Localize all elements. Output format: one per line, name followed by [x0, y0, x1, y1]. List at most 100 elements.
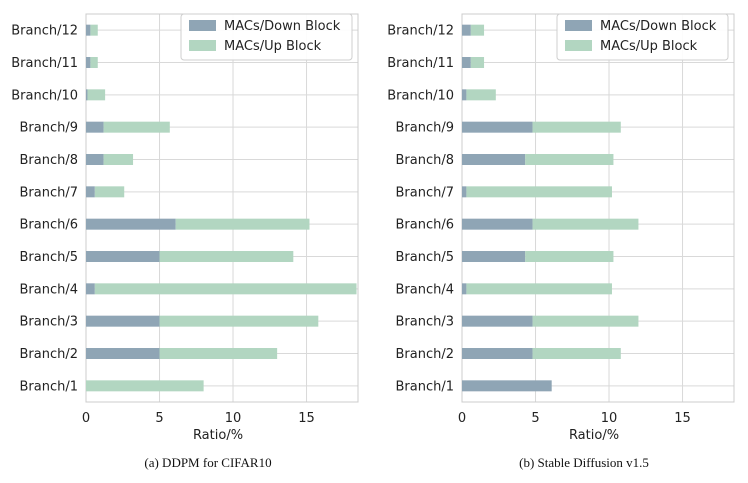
bar-down-block [86, 218, 176, 230]
x-tick-label: 0 [82, 411, 90, 426]
y-tick-label: Branch/5 [395, 250, 454, 265]
y-tick-label: Branch/2 [19, 347, 78, 362]
y-tick-label: Branch/2 [395, 347, 454, 362]
bar-down-block [86, 154, 104, 165]
chart-panel-b: Branch/12Branch/11Branch/10Branch/9Branc… [387, 13, 735, 470]
plot-frame [461, 13, 735, 403]
bar-down-block [462, 283, 467, 295]
y-tick-label: Branch/6 [395, 218, 454, 233]
y-tick-label: Branch/9 [395, 121, 454, 136]
bar-down-block [462, 154, 526, 165]
bar-down-block [462, 218, 533, 230]
legend-label: MACs/Up Block [224, 39, 322, 54]
x-tick-label: 15 [298, 411, 315, 426]
x-tick-label: 15 [674, 411, 691, 426]
bar-up-block [466, 89, 496, 101]
y-tick-label: Branch/1 [19, 379, 78, 394]
legend-swatch [189, 20, 216, 31]
y-tick-label: Branch/3 [395, 315, 454, 330]
bar-up-block [159, 315, 319, 327]
legend: MACs/Down Block MACs/Up Block [556, 13, 729, 61]
bar-up-block [470, 57, 485, 68]
bar-up-block [103, 121, 170, 133]
bar-up-block [90, 57, 98, 68]
bar-up-block [159, 348, 278, 359]
bar-up-block [94, 186, 125, 198]
bar-up-block [470, 24, 485, 36]
legend-label: MACs/Down Block [600, 19, 717, 34]
bar-up-block [532, 121, 621, 133]
x-tick-label: 10 [601, 411, 618, 426]
bar-up-block [532, 348, 621, 359]
bar-up-block [159, 251, 294, 262]
bar-down-block [86, 57, 91, 68]
bar-up-block [90, 24, 98, 36]
legend-swatch [565, 40, 592, 51]
x-tick-label: 5 [531, 411, 539, 426]
y-tick-label: Branch/6 [19, 218, 78, 233]
y-tick-label: Branch/9 [19, 121, 78, 136]
bar-down-block [462, 348, 533, 359]
bar-up-block [103, 154, 134, 165]
y-tick-label: Branch/11 [11, 56, 78, 71]
bar-down-block [86, 348, 160, 359]
panel-caption: (b) Stable Diffusion v1.5 [519, 455, 649, 470]
bar-down-block [462, 24, 471, 36]
bar-down-block [86, 251, 160, 262]
y-tick-label: Branch/10 [387, 88, 454, 103]
x-tick-label: 0 [458, 411, 466, 426]
x-axis-label: Ratio/% [193, 428, 243, 443]
bar-down-block [86, 186, 95, 198]
bar-up-block [86, 380, 204, 392]
bar-down-block [86, 121, 104, 133]
y-tick-label: Branch/1 [395, 379, 454, 394]
bar-down-block [462, 186, 467, 198]
y-tick-label: Branch/7 [395, 185, 454, 200]
bar-up-block [94, 283, 357, 295]
chart-panel-a: Branch/12Branch/11Branch/10Branch/9Branc… [11, 13, 359, 470]
panel-caption: (a) DDPM for CIFAR10 [144, 455, 271, 470]
legend-label: MACs/Down Block [224, 19, 341, 34]
bar-down-block [462, 315, 533, 327]
bar-up-block [175, 218, 310, 230]
legend-box [180, 13, 353, 61]
y-tick-label: Branch/5 [19, 250, 78, 265]
bar-up-block [525, 251, 614, 262]
legend-box [556, 13, 729, 61]
bar-up-block [466, 283, 612, 295]
bar-down-block [462, 251, 526, 262]
legend-label: MACs/Up Block [600, 39, 698, 54]
bar-up-block [532, 218, 639, 230]
y-tick-label: Branch/12 [387, 24, 454, 39]
y-tick-label: Branch/3 [19, 315, 78, 330]
bar-down-block [86, 89, 88, 101]
bar-up-block [87, 89, 106, 101]
y-tick-label: Branch/12 [11, 24, 78, 39]
y-tick-label: Branch/11 [387, 56, 454, 71]
legend: MACs/Down Block MACs/Up Block [180, 13, 353, 61]
y-tick-label: Branch/4 [395, 282, 454, 297]
x-tick-label: 5 [155, 411, 163, 426]
legend-swatch [565, 20, 592, 31]
bar-up-block [525, 154, 614, 165]
bar-down-block [462, 380, 552, 392]
y-tick-label: Branch/4 [19, 282, 78, 297]
bar-down-block [86, 315, 160, 327]
bar-down-block [86, 283, 95, 295]
bar-down-block [86, 24, 91, 36]
bar-up-block [466, 186, 612, 198]
bar-down-block [462, 57, 471, 68]
x-axis-label: Ratio/% [569, 428, 619, 443]
y-tick-label: Branch/10 [11, 88, 78, 103]
plot-frame [85, 13, 359, 403]
legend-swatch [189, 40, 216, 51]
y-tick-label: Branch/8 [19, 153, 78, 168]
x-tick-label: 10 [225, 411, 242, 426]
bar-up-block [532, 315, 639, 327]
y-tick-label: Branch/7 [19, 185, 78, 200]
bar-down-block [462, 121, 533, 133]
y-tick-label: Branch/8 [395, 153, 454, 168]
bar-down-block [462, 89, 467, 101]
